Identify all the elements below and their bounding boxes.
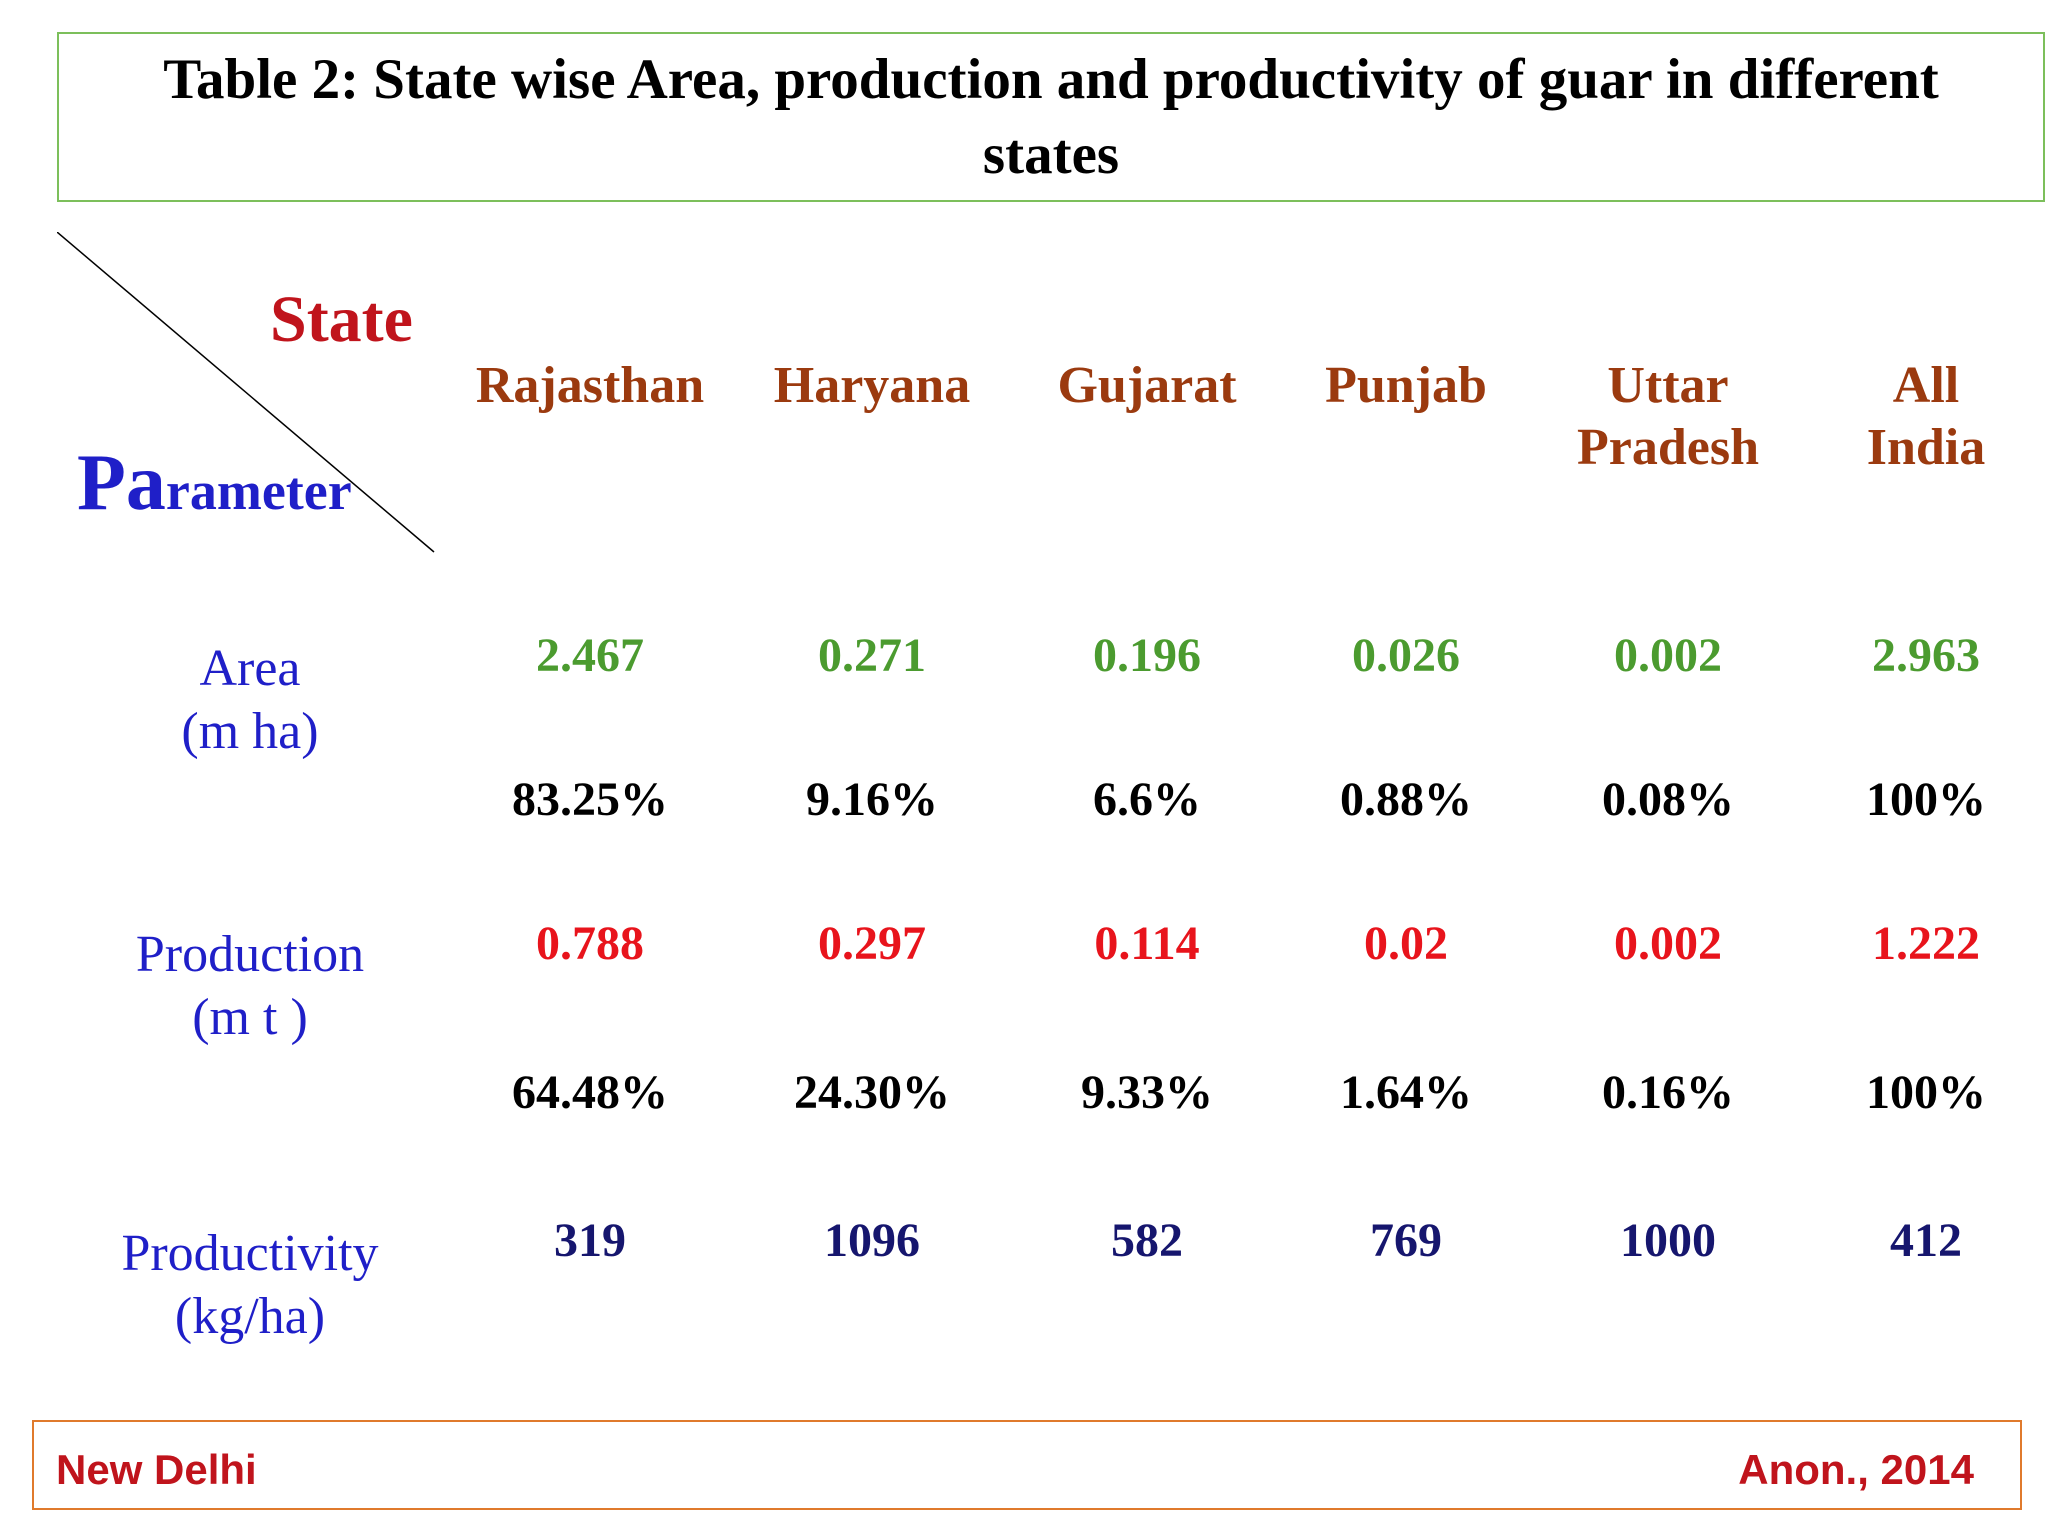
column-header-line1: Punjab bbox=[1325, 357, 1487, 414]
row-label-unit: (kg/ha) bbox=[174, 1288, 326, 1345]
cell-production-gujarat: 0.114 bbox=[1094, 917, 1200, 970]
column-header-line2: Pradesh bbox=[1577, 419, 1759, 476]
row-label-name: Area bbox=[199, 640, 301, 697]
cell-production-share-punjab: 1.64% bbox=[1340, 1066, 1472, 1119]
row-label-area: Area (m ha) bbox=[90, 637, 410, 763]
cell-area-haryana: 0.271 bbox=[818, 629, 926, 682]
cell-area-rajasthan: 2.467 bbox=[536, 629, 644, 682]
footer-box: New Delhi Anon., 2014 bbox=[32, 1420, 2022, 1510]
footer-location: New Delhi bbox=[56, 1446, 257, 1493]
footer-source: Anon., 2014 bbox=[1738, 1446, 1974, 1493]
cell-production-share-uttar-pradesh: 0.16% bbox=[1602, 1066, 1734, 1119]
cell-production-all-india: 1.222 bbox=[1872, 917, 1980, 970]
row-label-name: Productivity bbox=[121, 1225, 379, 1282]
row-label-production: Production (m t ) bbox=[90, 923, 410, 1049]
cell-productivity-uttar-pradesh: 1000 bbox=[1620, 1214, 1716, 1267]
row-label-name: Production bbox=[135, 926, 365, 983]
cell-area-share-rajasthan: 83.25% bbox=[512, 773, 668, 826]
table-title: Table 2: State wise Area, production and… bbox=[163, 48, 1939, 186]
cell-productivity-punjab: 769 bbox=[1370, 1214, 1442, 1267]
cell-production-share-haryana: 24.30% bbox=[794, 1066, 950, 1119]
cell-productivity-haryana: 1096 bbox=[824, 1214, 920, 1267]
cell-area-punjab: 0.026 bbox=[1352, 629, 1460, 682]
column-header-line1: All bbox=[1892, 357, 1960, 414]
title-box: Table 2: State wise Area, production and… bbox=[57, 32, 2045, 202]
cell-production-share-gujarat: 9.33% bbox=[1081, 1066, 1213, 1119]
cell-production-share-all-india: 100% bbox=[1866, 1066, 1986, 1119]
column-header-haryana: Haryana bbox=[722, 355, 1022, 417]
cell-production-rajasthan: 0.788 bbox=[536, 917, 644, 970]
cell-production-punjab: 0.02 bbox=[1364, 917, 1448, 970]
row-label-productivity: Productivity (kg/ha) bbox=[90, 1222, 410, 1348]
parameter-label-big: Pa bbox=[77, 439, 166, 527]
row-label-unit: (m ha) bbox=[181, 703, 319, 760]
column-header-line1: Gujarat bbox=[1057, 357, 1237, 414]
cell-production-uttar-pradesh: 0.002 bbox=[1614, 917, 1722, 970]
cell-area-share-uttar-pradesh: 0.08% bbox=[1602, 773, 1734, 826]
column-header-line1: Rajasthan bbox=[475, 357, 705, 414]
column-header-all-india: All India bbox=[1776, 355, 2048, 479]
diagonal-divider bbox=[57, 232, 435, 553]
cell-area-share-gujarat: 6.6% bbox=[1093, 773, 1201, 826]
cell-production-haryana: 0.297 bbox=[818, 917, 926, 970]
cell-area-share-haryana: 9.16% bbox=[806, 773, 938, 826]
column-header-uttar-pradesh: Uttar Pradesh bbox=[1518, 355, 1818, 479]
cell-productivity-all-india: 412 bbox=[1890, 1214, 1962, 1267]
corner-state-label: State bbox=[270, 283, 413, 356]
column-header-gujarat: Gujarat bbox=[997, 355, 1297, 417]
cell-productivity-rajasthan: 319 bbox=[554, 1214, 626, 1267]
cell-area-gujarat: 0.196 bbox=[1093, 629, 1201, 682]
cell-area-all-india: 2.963 bbox=[1872, 629, 1980, 682]
cell-area-share-punjab: 0.88% bbox=[1340, 773, 1472, 826]
cell-productivity-gujarat: 582 bbox=[1111, 1214, 1183, 1267]
column-header-line1: Haryana bbox=[773, 357, 971, 414]
column-header-line2: India bbox=[1866, 419, 1986, 476]
cell-production-share-rajasthan: 64.48% bbox=[512, 1066, 668, 1119]
column-header-punjab: Punjab bbox=[1256, 355, 1556, 417]
parameter-label-small: rameter bbox=[165, 461, 352, 521]
column-header-line1: Uttar bbox=[1607, 357, 1729, 414]
cell-area-share-all-india: 100% bbox=[1866, 773, 1986, 826]
cell-area-uttar-pradesh: 0.002 bbox=[1614, 629, 1722, 682]
column-header-rajasthan: Rajasthan bbox=[440, 355, 740, 417]
row-label-unit: (m t ) bbox=[192, 989, 308, 1046]
corner-parameter-label: Parameter bbox=[77, 438, 352, 550]
